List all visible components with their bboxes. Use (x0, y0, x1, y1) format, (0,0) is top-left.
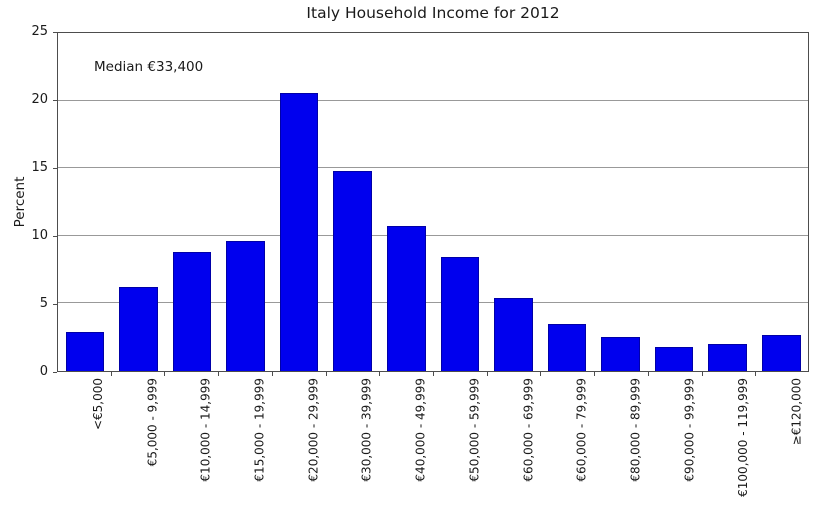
bar-slot (647, 33, 701, 371)
bar-7 (386, 226, 426, 371)
gridline-20 (58, 99, 808, 101)
x-tick-label-12: €90,000 - 99,999 (682, 378, 697, 482)
y-tick-mark (53, 304, 57, 305)
bar-slot (594, 33, 648, 371)
x-tick-label-2: €5,000 - 9,999 (145, 378, 160, 467)
x-tick-mark (110, 372, 112, 376)
bar-6 (333, 170, 372, 371)
bar-slot (433, 33, 487, 371)
x-tick-label-4: €15,000 - 19,999 (252, 378, 267, 482)
y-axis-label: Percent (12, 176, 28, 228)
x-tick-mark (647, 372, 649, 376)
bar-slot (58, 33, 112, 371)
bar-5 (279, 92, 319, 371)
y-tick-label-25: 25 (31, 24, 48, 39)
gridline-15 (58, 167, 808, 169)
y-tick-label-0: 0 (39, 364, 48, 379)
bar-2 (119, 287, 158, 371)
x-tick-mark (755, 372, 757, 376)
bar-slot (540, 33, 594, 371)
x-tick-mark (433, 372, 434, 376)
bar-10 (547, 323, 587, 371)
x-tick-label-6: €30,000 - 39,999 (359, 378, 374, 482)
x-tick-mark (594, 372, 596, 376)
bar-14 (762, 334, 801, 371)
x-tick-label-8: €50,000 - 59,999 (467, 378, 482, 482)
bar-slot (379, 33, 433, 371)
y-tick-mark (53, 372, 57, 373)
y-tick-label-5: 5 (39, 296, 48, 311)
gridline-10 (58, 234, 808, 236)
x-tick-mark (486, 372, 488, 376)
bar-series (58, 33, 808, 371)
bar-slot (701, 33, 755, 371)
x-tick-mark (701, 372, 703, 376)
plot-area: Median €33,400 (57, 32, 809, 372)
y-tick-mark (53, 100, 57, 101)
bar-slot (755, 33, 809, 371)
x-tick-mark (218, 372, 220, 376)
bar-1 (65, 331, 105, 371)
x-tick-label-7: €40,000 - 49,999 (413, 378, 428, 482)
y-tick-label-10: 10 (31, 228, 48, 243)
x-tick-label-14: ≥€120,000 (789, 378, 804, 446)
gridline-5 (58, 302, 808, 304)
bar-12 (654, 346, 694, 371)
bar-8 (440, 257, 480, 371)
bar-slot (219, 33, 273, 371)
bar-slot (272, 33, 326, 371)
bar-3 (172, 252, 212, 371)
bar-slot (165, 33, 219, 371)
x-tick-label-13: €100,000 - 119,999 (735, 378, 750, 497)
x-tick-label-9: €60,000 - 69,999 (521, 378, 536, 482)
x-tick-label-5: €20,000 - 29,999 (306, 378, 321, 482)
y-tick-mark (53, 32, 57, 33)
bar-4 (226, 241, 265, 371)
bar-13 (708, 343, 747, 371)
x-tick-label-11: €80,000 - 89,999 (628, 378, 643, 482)
y-tick-label-15: 15 (31, 160, 48, 175)
x-tick-mark (164, 372, 166, 376)
bar-slot (487, 33, 541, 371)
x-tick-mark (325, 372, 327, 376)
bar-slot (112, 33, 166, 371)
y-tick-mark (53, 168, 57, 169)
bar-slot (326, 33, 380, 371)
median-annotation: Median €33,400 (94, 59, 204, 75)
x-tick-label-10: €60,000 - 79,999 (574, 378, 589, 482)
y-tick-label-20: 20 (31, 92, 48, 107)
bar-9 (494, 298, 533, 371)
y-tick-mark (53, 236, 57, 237)
bar-11 (601, 337, 640, 371)
x-tick-mark (540, 372, 542, 376)
chart-title: Italy Household Income for 2012 (306, 4, 560, 22)
x-tick-label-3: €10,000 - 14,999 (198, 378, 213, 482)
x-tick-mark (379, 372, 381, 376)
x-tick-label-1: <€5,000 (91, 378, 106, 431)
x-tick-mark (271, 372, 273, 376)
